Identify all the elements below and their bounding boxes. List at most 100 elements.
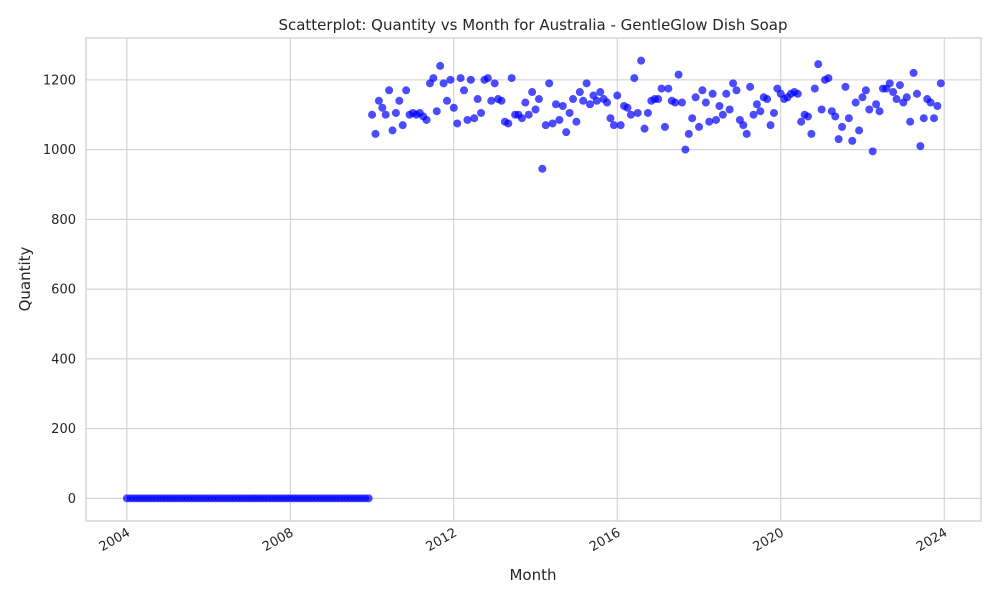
y-tick-label: 200 xyxy=(51,422,76,437)
data-point xyxy=(763,95,772,104)
data-point xyxy=(436,61,445,70)
data-point xyxy=(902,93,911,102)
data-point xyxy=(490,79,499,88)
data-point xyxy=(851,98,860,107)
data-point xyxy=(797,117,806,126)
data-point xyxy=(895,81,904,90)
data-point xyxy=(531,105,540,114)
data-point xyxy=(633,108,642,117)
data-point xyxy=(575,88,584,97)
x-tick-label: 2004 xyxy=(97,525,133,555)
data-point xyxy=(705,117,714,126)
data-point xyxy=(521,98,530,107)
data-point xyxy=(616,121,625,130)
data-point xyxy=(657,84,666,93)
data-point xyxy=(545,79,554,88)
data-point xyxy=(470,114,479,123)
data-point xyxy=(613,91,622,100)
data-point xyxy=(507,74,516,83)
data-point xyxy=(592,96,601,105)
data-point xyxy=(756,107,765,116)
data-point xyxy=(538,164,547,173)
data-point xyxy=(402,86,411,95)
data-point xyxy=(872,100,881,109)
data-point xyxy=(807,129,816,138)
data-point xyxy=(698,86,707,95)
data-point xyxy=(504,119,513,128)
data-point xyxy=(766,121,775,130)
data-point xyxy=(919,114,928,123)
data-point xyxy=(374,96,383,105)
data-point xyxy=(885,79,894,88)
data-point xyxy=(381,110,390,119)
x-axis-label: Month xyxy=(509,566,556,584)
data-point xyxy=(466,75,475,84)
data-point xyxy=(889,88,898,97)
y-tick-label: 1000 xyxy=(43,143,76,158)
data-point xyxy=(368,110,377,119)
data-point xyxy=(528,88,537,97)
data-point xyxy=(677,98,686,107)
data-point xyxy=(429,74,438,83)
data-point xyxy=(565,108,574,117)
data-point xyxy=(875,107,884,116)
data-point xyxy=(834,135,843,144)
data-point xyxy=(933,102,942,110)
data-point xyxy=(831,112,840,121)
data-point xyxy=(906,117,915,126)
data-point xyxy=(712,115,721,124)
data-point xyxy=(746,82,755,91)
data-point xyxy=(722,89,731,98)
data-point xyxy=(671,98,680,107)
data-point xyxy=(810,84,819,93)
data-point xyxy=(541,121,550,130)
x-tick-label: 2020 xyxy=(751,525,787,555)
x-tick-label: 2012 xyxy=(424,525,460,555)
data-point xyxy=(579,96,588,105)
data-point xyxy=(497,96,506,105)
data-point xyxy=(548,119,557,128)
grid-lines xyxy=(86,38,981,521)
data-point xyxy=(572,117,581,126)
data-point xyxy=(487,96,496,105)
data-point xyxy=(691,93,700,102)
data-point xyxy=(569,95,578,104)
data-point xyxy=(558,102,567,110)
data-point xyxy=(640,124,649,133)
data-point xyxy=(681,145,690,154)
data-point xyxy=(391,108,400,117)
plot-frame xyxy=(85,37,982,522)
x-tick-label: 2024 xyxy=(914,525,950,555)
data-point xyxy=(909,68,918,77)
data-point xyxy=(439,79,448,88)
data-point xyxy=(364,494,373,503)
data-point xyxy=(483,74,492,83)
data-point xyxy=(865,105,874,114)
data-point xyxy=(769,108,778,117)
data-point xyxy=(477,108,486,117)
data-point xyxy=(643,108,652,117)
data-point xyxy=(630,74,639,83)
chart-title: Scatterplot: Quantity vs Month for Austr… xyxy=(278,16,787,34)
data-point xyxy=(701,98,710,107)
data-point xyxy=(930,114,938,123)
data-point xyxy=(858,93,867,102)
data-point xyxy=(752,100,761,109)
data-point xyxy=(739,121,748,130)
data-points xyxy=(122,56,945,503)
data-point xyxy=(660,122,669,131)
data-point xyxy=(623,103,632,112)
data-point xyxy=(718,110,727,119)
data-point xyxy=(603,98,612,107)
data-point xyxy=(793,89,802,98)
data-point xyxy=(606,114,615,123)
y-tick-label: 600 xyxy=(51,283,76,298)
data-point xyxy=(534,95,543,104)
data-point xyxy=(446,75,455,84)
data-point xyxy=(848,136,857,145)
data-point xyxy=(729,79,738,88)
data-point xyxy=(449,103,458,112)
data-point xyxy=(586,100,595,109)
data-point xyxy=(684,129,693,138)
